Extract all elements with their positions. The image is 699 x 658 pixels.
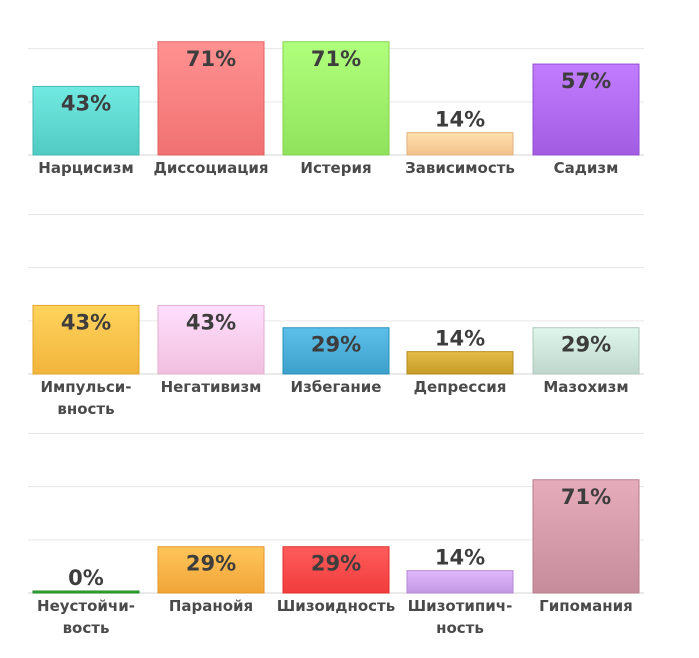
category-label-line: Мазохизм <box>543 378 628 396</box>
value-label: 14% <box>435 327 485 351</box>
value-label: 57% <box>561 69 611 93</box>
bar <box>32 85 140 156</box>
category-label-line: Негативизм <box>161 378 262 396</box>
value-label: 29% <box>186 552 236 576</box>
value-label: 71% <box>561 485 611 509</box>
category-label: Избегание <box>291 378 382 396</box>
category-label: Шизоидность <box>277 597 395 615</box>
category-label: Садизм <box>554 159 619 177</box>
category-label: Диссоциация <box>154 159 269 177</box>
category-label-line: Импульси- <box>40 378 131 396</box>
category-label-line: Шизотипич- <box>408 597 513 615</box>
value-label: 71% <box>186 47 236 71</box>
bar <box>157 41 265 156</box>
bar <box>282 546 390 594</box>
bar <box>532 479 640 594</box>
chart-panel-1: 43% Нарцисизм 71% Диссоциация 71% Истерия 14% З… <box>28 41 644 177</box>
category-label: Импульси-вность <box>40 378 131 418</box>
value-label: 29% <box>311 333 361 357</box>
value-label: 29% <box>311 552 361 576</box>
category-label-line: вность <box>57 400 114 418</box>
bar <box>532 327 640 375</box>
category-label: Неустойчи-вость <box>37 597 135 637</box>
category-label-line: Зависимость <box>405 159 515 177</box>
bar <box>282 327 390 375</box>
bar <box>157 546 265 594</box>
value-label: 43% <box>61 310 111 334</box>
category-label-line: ность <box>436 619 484 637</box>
category-label-line: Диссоциация <box>154 159 269 177</box>
bar <box>32 304 140 375</box>
value-label: 14% <box>435 108 485 132</box>
chart-panel-3: 0% Неустойчи-вость 29% Паранойя 29% Шизоиднос… <box>28 433 644 637</box>
category-label: Депрессия <box>414 378 507 396</box>
category-label: Гипомания <box>539 597 633 615</box>
category-label: Паранойя <box>169 597 253 615</box>
category-label: Шизотипич-ность <box>408 597 513 637</box>
bar <box>406 570 514 594</box>
bar <box>532 63 640 156</box>
bar <box>406 351 514 375</box>
category-label-line: Шизоидность <box>277 597 395 615</box>
chart-panel-2: 43% Импульси-вность 43% Негативизм 29% Избега… <box>28 214 644 418</box>
category-label-line: Садизм <box>554 159 619 177</box>
category-label-line: Нарцисизм <box>38 159 133 177</box>
category-label-line: Депрессия <box>414 378 507 396</box>
value-label: 43% <box>61 91 111 115</box>
value-label: 29% <box>561 333 611 357</box>
bar <box>157 304 265 375</box>
category-label: Нарцисизм <box>38 159 133 177</box>
category-label-line: Неустойчи- <box>37 597 135 615</box>
value-label: 71% <box>311 47 361 71</box>
bar <box>406 132 514 156</box>
value-label: 43% <box>186 310 236 334</box>
value-label: 0% <box>68 566 104 590</box>
category-label-line: Избегание <box>291 378 382 396</box>
category-label: Зависимость <box>405 159 515 177</box>
category-label-line: Истерия <box>300 159 371 177</box>
category-label: Негативизм <box>161 378 262 396</box>
value-label: 14% <box>435 546 485 570</box>
category-label: Истерия <box>300 159 371 177</box>
category-label-line: Гипомания <box>539 597 633 615</box>
bar <box>32 590 140 594</box>
category-label-line: вость <box>63 619 110 637</box>
category-label-line: Паранойя <box>169 597 253 615</box>
category-label: Мазохизм <box>543 378 628 396</box>
bar <box>282 41 390 156</box>
